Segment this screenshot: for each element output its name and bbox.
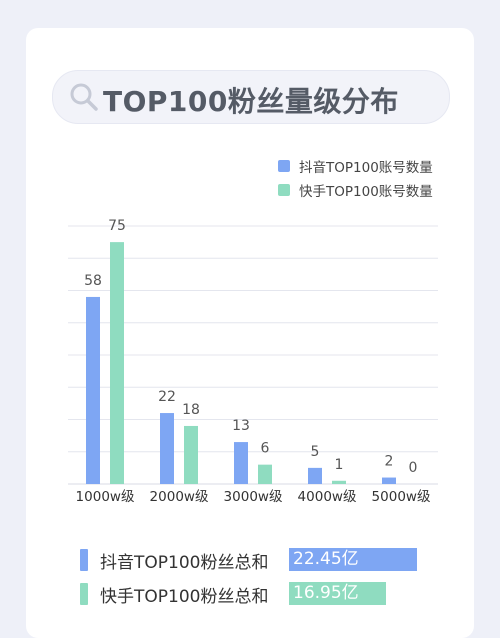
x-tick-label: 1000w级: [76, 489, 135, 505]
total-bar-douyin: 22.45亿: [289, 548, 417, 571]
bar-chart: 58 75 1000w级 22 18 2000w级 13 6 3000w级 51 4000w级 2 0 5…: [68, 218, 438, 505]
data-label-kuaishou: 75: [108, 218, 126, 234]
bar-kuaishou: [332, 480, 346, 484]
search-icon: [70, 83, 98, 111]
legend-label-douyin: 抖音TOP100账号数量: [299, 160, 433, 176]
title-pill: TOP100粉丝量级分布: [52, 70, 450, 124]
data-label-kuaishou: 0: [409, 460, 418, 476]
total-label-douyin: 抖音TOP100粉丝总和: [100, 553, 269, 573]
page-title: TOP100粉丝量级分布: [103, 85, 399, 118]
data-label-kuaishou: 6: [261, 441, 270, 457]
data-label-kuaishou: 18: [182, 402, 200, 418]
bar-douyin: [86, 296, 100, 484]
legend-swatch-kuaishou: [278, 184, 290, 196]
total-bar-kuaishou: 16.95亿: [289, 582, 386, 605]
content-card: [26, 28, 474, 638]
data-label-douyin: 13: [232, 418, 250, 434]
bar-douyin: [234, 442, 248, 484]
legend-label-kuaishou: 快手TOP100账号数量: [299, 184, 433, 200]
data-label-douyin: 5: [311, 444, 320, 460]
bar-douyin: [308, 467, 322, 484]
bar-kuaishou: [258, 464, 272, 484]
data-label-douyin: 2: [385, 454, 394, 470]
bar-douyin: [382, 477, 396, 484]
x-tick-label: 3000w级: [224, 489, 283, 505]
data-label-douyin: 22: [158, 389, 176, 405]
legend-swatch-douyin: [278, 160, 290, 172]
total-tick-kuaishou: [80, 583, 88, 605]
bar-kuaishou: [110, 242, 124, 484]
data-label-douyin: 58: [84, 273, 102, 289]
chart-legend: 抖音TOP100账号数量 快手TOP100账号数量: [278, 154, 433, 202]
bar-kuaishou: [184, 425, 198, 484]
bar-douyin: [160, 413, 174, 484]
x-tick-label: 2000w级: [150, 489, 209, 505]
legend-item-kuaishou: 快手TOP100账号数量: [278, 178, 433, 202]
x-tick-label: 4000w级: [298, 489, 357, 505]
total-tick-douyin: [80, 549, 88, 571]
data-label-kuaishou: 1: [335, 457, 344, 473]
legend-item-douyin: 抖音TOP100账号数量: [278, 154, 433, 178]
total-label-kuaishou: 快手TOP100粉丝总和: [100, 587, 269, 607]
x-tick-label: 5000w级: [372, 489, 431, 505]
